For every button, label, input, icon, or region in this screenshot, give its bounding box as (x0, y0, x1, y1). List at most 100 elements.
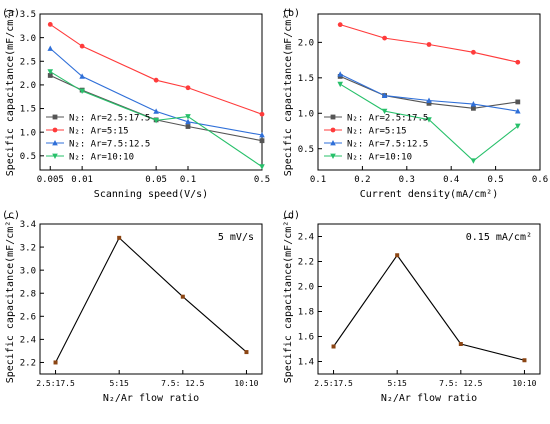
x-axis-label: Scanning speed(V/s) (94, 189, 208, 200)
x-axis-label: N₂/Ar flow ratio (103, 393, 199, 404)
y-tick-label: 3.0 (20, 266, 36, 276)
y-tick-label: 0.5 (20, 152, 36, 162)
y-axis-label: Specific capacitance(mF/cm²) (283, 215, 294, 384)
legend-swatch-marker (330, 153, 336, 159)
x-tick-label: 5:15 (110, 379, 129, 388)
data-point (259, 132, 265, 138)
legend-swatch-marker (330, 127, 336, 133)
x-tick-label: 0.6 (532, 175, 548, 185)
data-point (522, 358, 527, 363)
data-point (47, 45, 54, 51)
data-point (381, 108, 388, 115)
series-0 (331, 253, 527, 363)
y-tick-label: 2.5 (20, 57, 36, 67)
y-axis-label: Specific capacitance(mF/cm²) (5, 215, 16, 384)
panel-annotation: 5 mV/s (218, 232, 254, 243)
x-tick-label: 0.4 (443, 175, 459, 185)
y-tick-label: 1.5 (298, 74, 314, 84)
y-tick-label: 2.0 (298, 39, 314, 49)
data-point (117, 235, 122, 240)
data-point (331, 344, 336, 349)
series-3 (337, 81, 521, 164)
x-tick-label: 2.5:17.5 (36, 379, 75, 388)
panel-annotation: 0.15 mA/cm² (466, 232, 532, 243)
legend-label: N₂: Ar=5:15 (347, 126, 407, 136)
data-point (471, 49, 476, 55)
legend: N₂: Ar=2.5:17.5 N₂: Ar=5:15 N₂: Ar=7.5:12.… (46, 113, 150, 162)
y-tick-label: 2.8 (20, 289, 36, 299)
y-axis-label: Specific capacitance(mF/cm²) (5, 8, 16, 177)
data-point (153, 77, 159, 83)
panel-c: (c) 2.2 2.4 2.6 2.8 3.0 3.2 3.4 2.5:17.5 5:15 7.5:… (2, 210, 263, 404)
data-point (515, 59, 521, 65)
x-tick-label: 0.5 (487, 175, 503, 185)
panel-a: (a) 0.5 1.0 1.5 2.0 2.5 3.0 3.5 0.005 0.01 0.05 0.1… (2, 8, 270, 200)
y-tick-label: 3.4 (20, 220, 36, 230)
data-point (470, 101, 477, 107)
data-point (79, 43, 85, 49)
data-point (395, 253, 400, 258)
series-1 (337, 22, 521, 65)
y-tick-label: 0.5 (298, 145, 314, 155)
data-point (381, 92, 388, 98)
series-3 (47, 69, 265, 170)
plot-frame (39, 13, 263, 171)
data-point (47, 73, 53, 78)
data-point (79, 73, 85, 79)
x-tick-label: 0.3 (399, 175, 415, 185)
panel-label: (c) (2, 210, 20, 221)
x-tick-label: 0.1 (310, 175, 326, 185)
y-tick-label: 3.2 (20, 243, 36, 253)
y-tick-label: 2.4 (298, 233, 314, 243)
data-point (153, 108, 159, 114)
series-line (333, 254, 525, 361)
data-point (426, 117, 432, 123)
data-point (515, 123, 521, 130)
data-point (53, 360, 58, 365)
data-point (259, 164, 265, 170)
data-point (153, 117, 159, 124)
x-tick-label: 7.5: 12.5 (439, 379, 483, 388)
data-point (47, 69, 54, 75)
series-0 (337, 74, 521, 111)
y-axis-label: Specific capacitance(mF/cm²) (283, 8, 294, 177)
y-tick-label: 2.0 (20, 81, 36, 91)
plot-frame (317, 223, 541, 375)
y-tick-label: 1.8 (298, 308, 314, 318)
data-point (382, 35, 387, 41)
panel-label: (b) (282, 8, 300, 19)
panel-b: (b) 0.5 1.0 1.5 2.0 0.1 0.2 0.3 0.4 0.5 0.6 Current… (282, 8, 548, 200)
data-point (79, 88, 85, 95)
data-point (244, 350, 249, 355)
x-axis-label: N₂/Ar flow ratio (381, 393, 477, 404)
data-point (337, 71, 343, 77)
data-point (426, 97, 432, 103)
x-axis-label: Current density(mA/cm²) (360, 189, 498, 200)
data-point (259, 138, 265, 144)
legend-swatch-marker (330, 140, 336, 146)
legend-swatch-marker (52, 140, 58, 146)
data-point (185, 124, 191, 129)
legend-label: N₂: Ar=2.5:17.5 (69, 113, 150, 123)
series-0 (53, 235, 249, 365)
legend-label: N₂: Ar=10:10 (69, 152, 134, 162)
x-tick-label: 0.01 (71, 175, 93, 185)
data-point (470, 158, 477, 164)
panel-label: (a) (2, 8, 20, 19)
series-2 (47, 45, 265, 138)
data-point (458, 342, 463, 346)
legend-label: N₂: Ar=2.5:17.5 (347, 113, 428, 123)
x-tick-label: 2.5:17.5 (314, 379, 353, 388)
panel-label: (d) (282, 210, 300, 221)
y-tick-label: 1.0 (298, 109, 314, 119)
data-point (185, 118, 191, 125)
plot-frame (317, 13, 541, 171)
legend-swatch-marker (52, 114, 58, 120)
legend-swatch-marker (330, 114, 336, 120)
legend-label: N₂: Ar=7.5:12.5 (69, 139, 150, 149)
series-1 (47, 22, 265, 117)
data-point (471, 105, 476, 111)
y-tick-label: 1.5 (20, 105, 36, 115)
legend-label: N₂: Ar=5:15 (69, 126, 129, 136)
plot-frame (39, 223, 263, 375)
